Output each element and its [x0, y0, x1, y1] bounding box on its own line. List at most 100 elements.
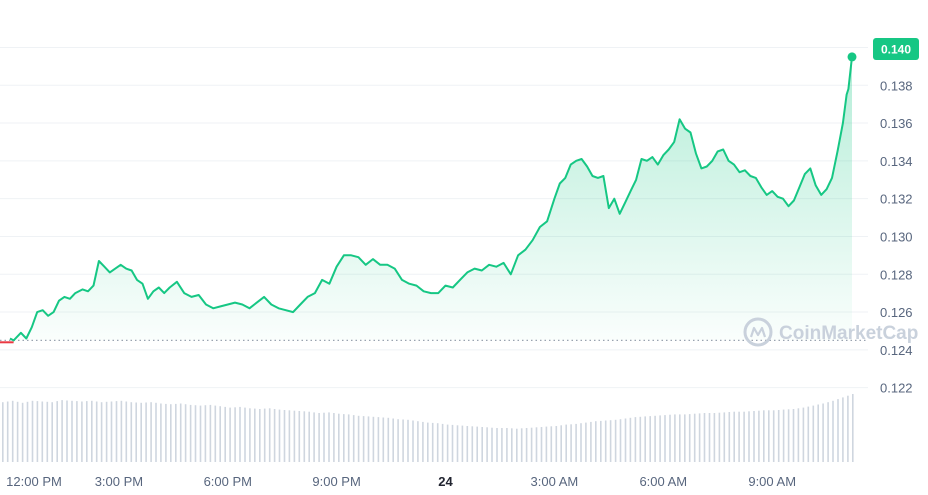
- volume-bar: [165, 403, 167, 462]
- volume-bar: [684, 414, 686, 462]
- volume-bar: [323, 412, 325, 462]
- volume-bar: [604, 420, 607, 462]
- volume-bar: [807, 406, 810, 462]
- volume-bar: [486, 427, 488, 462]
- volume-bar: [352, 415, 355, 462]
- volume-bar: [619, 419, 622, 462]
- volume-bar: [234, 407, 236, 462]
- volume-bar: [328, 412, 330, 462]
- volume-bar: [516, 428, 518, 462]
- volume-bar: [624, 418, 627, 462]
- volume-bar: [782, 409, 785, 462]
- volume-bar: [347, 414, 350, 462]
- volume-bar: [110, 401, 113, 462]
- volume-bar: [590, 421, 592, 462]
- y-tick-label: 0.136: [880, 116, 913, 131]
- price-area: [10, 56, 852, 341]
- volume-bar: [95, 401, 98, 462]
- volume-bar: [797, 408, 800, 462]
- coinmarketcap-logo-mark: [749, 326, 767, 338]
- volume-bar: [481, 427, 483, 462]
- volume-bar: [688, 414, 691, 462]
- watermark-text: CoinMarketCap: [779, 323, 918, 344]
- y-tick-label: 0.122: [880, 381, 913, 396]
- x-tick-label: 6:00 PM: [204, 474, 252, 489]
- volume-bar: [679, 414, 681, 462]
- volume-bar: [723, 412, 726, 462]
- volume-bar: [61, 400, 63, 462]
- volume-bar: [145, 402, 147, 462]
- price-line-path: [9, 56, 853, 342]
- volume-bar: [842, 397, 844, 462]
- volume-bar: [130, 402, 133, 462]
- volume-bar: [466, 426, 469, 462]
- volume-bar: [402, 419, 404, 462]
- volume-bar: [812, 405, 815, 462]
- y-tick-label: 0.132: [880, 192, 913, 207]
- volume-bar: [140, 402, 142, 462]
- volume-bar: [179, 403, 182, 462]
- volume-bar: [777, 410, 780, 462]
- volume-bar: [822, 403, 824, 462]
- volume-bar: [560, 425, 562, 462]
- volume-bar: [431, 422, 434, 462]
- volume-bar: [397, 419, 399, 462]
- volume-bar: [209, 404, 212, 462]
- volume-bar: [214, 405, 217, 462]
- volume-bar: [728, 412, 731, 462]
- x-tick-label: 3:00 AM: [531, 474, 579, 489]
- volume-bar: [659, 415, 661, 462]
- volume-bar: [471, 426, 474, 462]
- volume-bar: [847, 395, 849, 462]
- volume-bar: [229, 407, 231, 462]
- volume-bar: [436, 423, 439, 462]
- volume-bar: [476, 426, 478, 462]
- volume-bar: [184, 404, 187, 462]
- volume-bar: [254, 408, 256, 462]
- volume-bar: [570, 424, 572, 462]
- volume-bar: [105, 401, 108, 462]
- x-tick-label: 9:00 PM: [312, 474, 360, 489]
- volume-bar: [792, 409, 795, 462]
- volume-bar: [565, 424, 567, 462]
- volume-bar: [758, 410, 760, 462]
- coinmarketcap-logo-icon: [743, 317, 773, 347]
- volume-bar: [535, 427, 538, 462]
- volume-bar: [194, 405, 197, 462]
- volume-bar: [768, 410, 770, 462]
- volume-bar: [224, 406, 226, 462]
- volume-bar: [303, 411, 306, 462]
- volume-bar: [664, 415, 666, 462]
- volume-bar: [654, 415, 656, 462]
- current-price-label: 0.140: [881, 43, 911, 57]
- current-price: 0.140: [873, 38, 919, 60]
- volume-bar: [189, 404, 192, 462]
- volume-bar: [580, 423, 582, 462]
- volume-bar: [407, 419, 409, 462]
- volume-bar: [412, 420, 414, 462]
- volume-bar: [308, 411, 310, 462]
- volume-bar: [6, 401, 9, 462]
- y-tick-label: 0.126: [880, 305, 913, 320]
- volume-bar: [362, 416, 365, 462]
- volume-bar: [21, 402, 24, 462]
- volume-bar: [545, 426, 548, 462]
- volume-bar: [456, 425, 459, 462]
- volume-bar: [382, 417, 385, 462]
- price-area-fill: [10, 56, 852, 341]
- x-tick-label: 24: [438, 474, 453, 489]
- volume-bar: [802, 407, 805, 462]
- volume-bar: [461, 425, 464, 462]
- volume-bar: [763, 410, 765, 462]
- volume-bar: [743, 411, 745, 462]
- volume-bar: [585, 422, 587, 462]
- volume-bar: [199, 405, 202, 462]
- volume-bar: [115, 401, 118, 462]
- volume-bar: [649, 416, 651, 462]
- volume-bar: [669, 414, 671, 462]
- volume-bar: [639, 416, 642, 462]
- volume-bar: [31, 400, 34, 462]
- volume-bar: [817, 404, 819, 462]
- volume-bar: [2, 402, 4, 462]
